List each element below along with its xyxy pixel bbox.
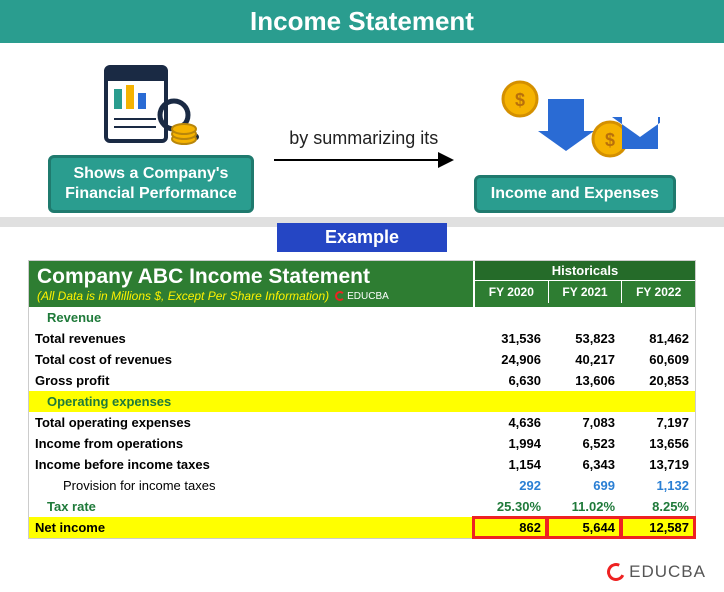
row-value: 6,523: [547, 433, 621, 454]
row-value: 60,609: [621, 349, 695, 370]
row-value: 40,217: [547, 349, 621, 370]
year-col: FY 2022: [621, 281, 695, 303]
table-row: Income from operations1,9946,52313,656: [29, 433, 695, 454]
brand-icon: [605, 560, 628, 583]
row-value: [621, 391, 695, 412]
row-value: 862: [473, 517, 547, 538]
row-value: 24,906: [473, 349, 547, 370]
row-value: 13,606: [547, 370, 621, 391]
row-label: Total cost of revenues: [29, 349, 473, 370]
table-row: Gross profit6,63013,60620,853: [29, 370, 695, 391]
statement-header: Company ABC Income Statement (All Data i…: [29, 261, 695, 307]
row-label: Gross profit: [29, 370, 473, 391]
row-value: [621, 307, 695, 328]
row-value: [473, 391, 547, 412]
row-value: 11.02%: [547, 496, 621, 517]
arrow-icon: [274, 151, 454, 169]
row-value: [547, 307, 621, 328]
brand-text: EDUCBA: [629, 562, 706, 582]
table-row: Revenue: [29, 307, 695, 328]
example-tag: Example: [277, 223, 447, 252]
diagram-row: Shows a Company's Financial Performance …: [0, 43, 724, 217]
row-value: 31,536: [473, 328, 547, 349]
row-label: Total revenues: [29, 328, 473, 349]
row-value: 8.25%: [621, 496, 695, 517]
row-value: 12,587: [621, 517, 695, 538]
historicals-label: Historicals: [475, 261, 695, 281]
row-label: Total operating expenses: [29, 412, 473, 433]
svg-text:$: $: [605, 130, 615, 150]
row-value: 25.30%: [473, 496, 547, 517]
row-value: 292: [473, 475, 547, 496]
table-row: Total cost of revenues24,90640,21760,609: [29, 349, 695, 370]
row-value: [547, 391, 621, 412]
statement-table: RevenueTotal revenues31,53653,82381,462T…: [29, 307, 695, 538]
row-label: Income before income taxes: [29, 454, 473, 475]
row-value: 81,462: [621, 328, 695, 349]
table-row: Total operating expenses4,6367,0837,197: [29, 412, 695, 433]
year-headers: FY 2020 FY 2021 FY 2022: [475, 281, 695, 303]
svg-text:$: $: [515, 90, 525, 110]
right-label-box: Income and Expenses: [474, 175, 676, 213]
page-title: Income Statement: [0, 0, 724, 43]
row-label: Net income: [29, 517, 473, 538]
left-label-box: Shows a Company's Financial Performance: [48, 155, 254, 213]
table-row: Net income8625,64412,587: [29, 517, 695, 538]
row-value: 13,719: [621, 454, 695, 475]
row-value: 699: [547, 475, 621, 496]
example-bar: Example: [0, 223, 724, 252]
statement-title: Company ABC Income Statement: [37, 265, 465, 289]
row-value: 1,132: [621, 475, 695, 496]
row-value: 6,343: [547, 454, 621, 475]
year-col: FY 2021: [548, 281, 622, 303]
row-value: 6,630: [473, 370, 547, 391]
row-label: Operating expenses: [29, 391, 473, 412]
table-row: Provision for income taxes2926991,132: [29, 475, 695, 496]
row-value: 7,083: [547, 412, 621, 433]
table-row: Tax rate25.30%11.02%8.25%: [29, 496, 695, 517]
row-label: Income from operations: [29, 433, 473, 454]
row-value: 13,656: [621, 433, 695, 454]
connector-arrow: by summarizing its: [274, 128, 454, 213]
table-row: Income before income taxes1,1546,34313,7…: [29, 454, 695, 475]
row-value: 1,154: [473, 454, 547, 475]
table-row: Operating expenses: [29, 391, 695, 412]
row-value: 7,197: [621, 412, 695, 433]
row-label: Tax rate: [29, 496, 473, 517]
row-value: 1,994: [473, 433, 547, 454]
row-label: Provision for income taxes: [29, 475, 473, 496]
income-expenses-icon: $ $: [490, 79, 660, 169]
row-value: [473, 307, 547, 328]
income-statement: Company ABC Income Statement (All Data i…: [28, 260, 696, 539]
row-value: 20,853: [621, 370, 695, 391]
inline-brand: EDUCBA: [335, 291, 389, 302]
diagram-left: Shows a Company's Financial Performance: [48, 59, 254, 213]
row-value: 53,823: [547, 328, 621, 349]
table-row: Total revenues31,53653,82381,462: [29, 328, 695, 349]
connector-text: by summarizing its: [289, 128, 438, 149]
row-value: 4,636: [473, 412, 547, 433]
footer-brand: EDUCBA: [607, 562, 706, 582]
row-value: 5,644: [547, 517, 621, 538]
row-label: Revenue: [29, 307, 473, 328]
year-col: FY 2020: [475, 281, 548, 303]
statement-subtitle: (All Data is in Millions $, Except Per S…: [37, 289, 329, 303]
diagram-right: $ $ Income and Expenses: [474, 79, 676, 213]
report-icon: [96, 59, 206, 149]
